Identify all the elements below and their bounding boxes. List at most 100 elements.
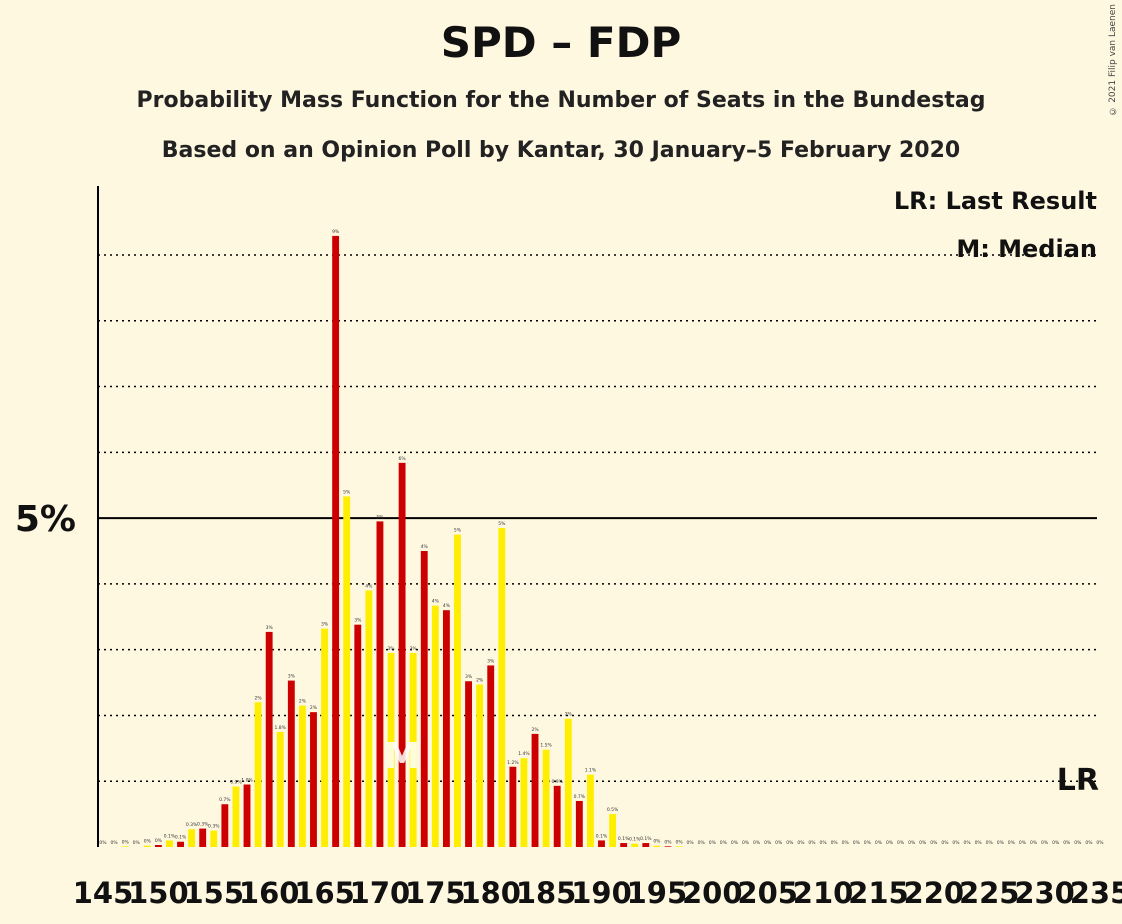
bar-seat-153 [188, 829, 196, 847]
bar-seat-160 [265, 631, 273, 847]
bar-label-seat-223: 0% [963, 840, 971, 846]
bar-seat-179 [476, 684, 484, 847]
bar-label-seat-191: 0.5% [607, 807, 619, 813]
bar-label-seat-169: 4% [365, 583, 373, 589]
bar-label-seat-153: 0.3% [186, 822, 198, 828]
bar-seat-157 [232, 786, 240, 847]
chart-title: SPD – FDP [440, 18, 682, 67]
bar-label-seat-203: 0% [742, 840, 750, 846]
chart-subtitle-source: Based on an Opinion Poll by Kantar, 30 J… [161, 138, 961, 163]
x-tick-label-150: 150 [128, 876, 189, 910]
median-marker: M [384, 736, 420, 777]
bar-seat-180 [487, 665, 495, 847]
last-result-marker: LR [1057, 763, 1099, 798]
bar-label-seat-186: 0.9% [551, 779, 563, 785]
x-tick-label-230: 230 [1014, 876, 1075, 910]
bar-seat-152 [177, 841, 184, 847]
bar-label-seat-222: 0% [952, 840, 960, 846]
bar-seat-164 [310, 712, 317, 847]
bar-label-seat-152: 0.1% [175, 835, 187, 841]
bar-label-seat-199: 0% [698, 840, 706, 846]
bar-label-seat-216: 0% [886, 840, 894, 846]
legend-median: M: Median [956, 235, 1097, 263]
bar-seat-173 [409, 652, 417, 847]
bar-seat-172 [398, 462, 406, 847]
x-tick-label-235: 235 [1070, 876, 1122, 910]
bar-label-seat-231: 0% [1052, 840, 1060, 846]
y-tick-label: 5% [15, 499, 76, 540]
bar-label-seat-184: 2% [531, 727, 539, 733]
bar-label-seat-177: 5% [454, 528, 462, 534]
bar-label-seat-207: 0% [786, 840, 794, 846]
bar-label-seat-212: 0% [842, 840, 850, 846]
bar-label-seat-218: 0% [908, 840, 916, 846]
bar-seat-193 [631, 843, 639, 847]
bar-label-seat-228: 0% [1019, 840, 1027, 846]
bar-label-seat-213: 0% [853, 840, 861, 846]
bar-label-seat-206: 0% [775, 840, 783, 846]
bar-seat-196 [664, 846, 672, 847]
bar-label-seat-170: 5% [376, 514, 384, 520]
bar-seat-187 [564, 718, 572, 847]
bar-label-seat-220: 0% [930, 840, 938, 846]
bar-seat-165 [321, 628, 328, 847]
bar-label-seat-146: 0% [111, 840, 119, 846]
bar-label-seat-193: 0.1% [629, 837, 641, 843]
bar-seat-169 [365, 590, 373, 847]
bar-label-seat-182: 1.2% [507, 760, 519, 766]
x-tick-label-225: 225 [959, 876, 1020, 910]
bar-label-seat-167: 5% [343, 489, 351, 495]
bar-label-seat-201: 0% [720, 840, 728, 846]
bar-label-seat-217: 0% [897, 840, 905, 846]
bar-label-seat-149: 0% [144, 839, 152, 845]
bar-label-seat-181: 5% [498, 521, 506, 527]
bar-label-seat-150: 0% [155, 838, 163, 844]
bar-label-seat-164: 2% [310, 705, 318, 711]
legend-last-result: LR: Last Result [894, 187, 1097, 215]
bar-label-seat-154: 0.3% [197, 822, 209, 828]
bar-seat-147 [121, 846, 129, 847]
bar-seat-168 [354, 624, 362, 847]
bar-label-seat-156: 0.7% [219, 797, 231, 803]
bar-label-seat-192: 0.1% [618, 836, 630, 842]
bar-label-seat-159: 2% [255, 695, 263, 701]
x-tick-label-145: 145 [73, 876, 134, 910]
axes: 5% 14515015516016517017518018519019520020… [15, 186, 1122, 910]
bar-seat-178 [465, 681, 473, 847]
bar-label-seat-210: 0% [819, 840, 827, 846]
bar-seat-194 [642, 843, 650, 847]
bar-label-seat-232: 0% [1063, 840, 1071, 846]
bar-label-seat-183: 1.4% [518, 751, 530, 757]
bar-seat-177 [454, 534, 461, 847]
bar-label-seat-188: 0.7% [574, 794, 586, 800]
bar-label-seat-215: 0% [875, 840, 883, 846]
bar-seat-151 [166, 840, 173, 847]
bar-seat-156 [221, 804, 229, 847]
bar-label-seat-175: 4% [432, 599, 440, 605]
bar-seat-171 [387, 652, 395, 847]
x-tick-label-210: 210 [793, 876, 854, 910]
bar-label-seat-219: 0% [919, 840, 927, 846]
bar-label-seat-233: 0% [1074, 840, 1082, 846]
bar-label-seat-171: 3% [387, 646, 395, 652]
bar-label-seat-221: 0% [941, 840, 949, 846]
bar-seat-189 [586, 774, 594, 847]
bar-label-seat-180: 3% [487, 658, 495, 664]
bar-label-seat-202: 0% [731, 840, 739, 846]
bar-seat-195 [653, 845, 661, 847]
bar-label-seat-168: 3% [354, 618, 362, 624]
bars [121, 235, 683, 847]
bar-label-seat-226: 0% [997, 840, 1005, 846]
bar-seat-166 [332, 235, 340, 847]
bar-label-seat-211: 0% [831, 840, 839, 846]
bar-seat-185 [542, 749, 550, 847]
bar-seat-174 [420, 551, 428, 847]
grid-lines [98, 254, 1097, 782]
bar-label-seat-163: 2% [299, 699, 307, 705]
x-tick-label-220: 220 [904, 876, 965, 910]
bar-label-seat-200: 0% [709, 840, 717, 846]
bar-label-seat-172: 6% [399, 456, 407, 462]
x-tick-label-195: 195 [627, 876, 688, 910]
bar-label-seat-173: 3% [410, 646, 418, 652]
